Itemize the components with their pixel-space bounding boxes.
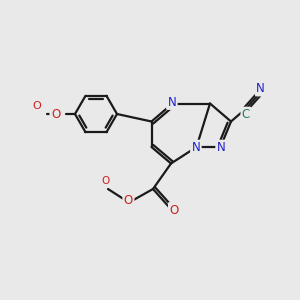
Text: O: O <box>169 203 178 217</box>
Text: O: O <box>32 100 41 111</box>
Text: N: N <box>167 95 176 109</box>
Text: O: O <box>101 176 109 186</box>
Text: N: N <box>191 141 200 154</box>
Text: N: N <box>217 141 226 154</box>
Text: O: O <box>124 194 133 208</box>
Text: N: N <box>256 82 265 95</box>
Text: C: C <box>242 108 250 121</box>
Text: O: O <box>51 107 60 121</box>
